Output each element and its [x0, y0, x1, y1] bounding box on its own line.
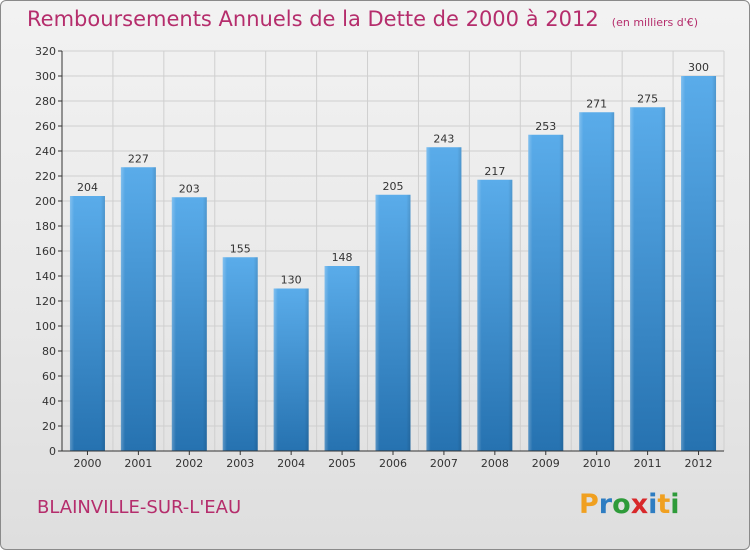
- data-label: 148: [332, 251, 353, 264]
- logo-letter: i: [670, 489, 680, 520]
- bar-shading: [171, 197, 207, 451]
- data-label: 155: [230, 242, 251, 255]
- x-tick-label: 2008: [481, 457, 509, 470]
- x-tick-label: 2005: [328, 457, 356, 470]
- logo-letter: t: [657, 489, 671, 520]
- logo-letter: o: [612, 489, 631, 520]
- bar-shading: [630, 107, 666, 451]
- y-tick-label: 220: [35, 170, 56, 183]
- bar-shading: [477, 179, 513, 451]
- x-tick-label: 2012: [685, 457, 713, 470]
- y-tick-label: 200: [35, 195, 56, 208]
- logo-letter: i: [648, 489, 658, 520]
- y-tick-label: 60: [42, 370, 56, 383]
- data-label: 227: [128, 152, 149, 165]
- bar-shading: [681, 76, 717, 451]
- chart-unit: (en milliers d'€): [611, 16, 699, 29]
- bar-shading: [426, 147, 462, 451]
- data-label: 204: [77, 181, 98, 194]
- logo-letter: x: [630, 489, 649, 520]
- proxiti-logo: Proxiti: [579, 489, 680, 520]
- data-label: 275: [637, 92, 658, 105]
- y-tick-label: 320: [35, 45, 56, 58]
- x-tick-label: 2006: [379, 457, 407, 470]
- y-tick-label: 80: [42, 345, 56, 358]
- city-name: BLAINVILLE-SUR-L'EAU: [37, 497, 242, 518]
- x-tick-label: 2009: [532, 457, 560, 470]
- y-tick-label: 300: [35, 70, 56, 83]
- bar-shading: [579, 112, 615, 451]
- data-label: 253: [535, 120, 556, 133]
- axes: 0 20 40 60 80 100 120 140 160 180 200 220 240 260 280 3…: [35, 45, 724, 470]
- bar-shading: [120, 167, 156, 451]
- data-label: 217: [484, 165, 505, 178]
- x-tick-label: 2011: [634, 457, 662, 470]
- data-label: 300: [688, 61, 709, 74]
- x-tick-label: 2001: [124, 457, 152, 470]
- y-tick-label: 260: [35, 120, 56, 133]
- logo-letter: r: [598, 489, 613, 520]
- bars: [69, 76, 717, 451]
- y-tick-label: 160: [35, 245, 56, 258]
- bar-shading: [375, 194, 411, 451]
- y-tick-label: 0: [49, 445, 56, 458]
- logo-letter: P: [579, 489, 599, 520]
- y-tick-label: 40: [42, 395, 56, 408]
- data-label: 205: [383, 180, 404, 193]
- y-tick-label: 120: [35, 295, 56, 308]
- y-tick-label: 240: [35, 145, 56, 158]
- data-label: 203: [179, 182, 200, 195]
- bar-shading: [273, 288, 309, 451]
- bar-shading: [528, 134, 564, 451]
- data-labels: 204 227 203 155 130 148 205 243 217 253 271 275 300: [77, 61, 709, 287]
- x-tick-label: 2004: [277, 457, 305, 470]
- x-tick-label: 2003: [226, 457, 254, 470]
- x-tick-label: 2007: [430, 457, 458, 470]
- y-tick-label: 280: [35, 95, 56, 108]
- x-tick-label: 2002: [175, 457, 203, 470]
- y-tick-label: 20: [42, 420, 56, 433]
- data-label: 243: [433, 132, 454, 145]
- chart-title-row: Remboursements Annuels de la Dette de 20…: [27, 7, 698, 31]
- data-label: 130: [281, 274, 302, 287]
- chart-title: Remboursements Annuels de la Dette de 20…: [27, 7, 599, 31]
- bar-shading: [222, 257, 258, 451]
- x-tick-label: 2010: [583, 457, 611, 470]
- x-tick-label: 2000: [73, 457, 101, 470]
- data-label: 271: [586, 97, 607, 110]
- y-tick-label: 140: [35, 270, 56, 283]
- bar-shading: [69, 196, 105, 451]
- bar-shading: [324, 266, 360, 451]
- y-tick-label: 100: [35, 320, 56, 333]
- y-tick-label: 180: [35, 220, 56, 233]
